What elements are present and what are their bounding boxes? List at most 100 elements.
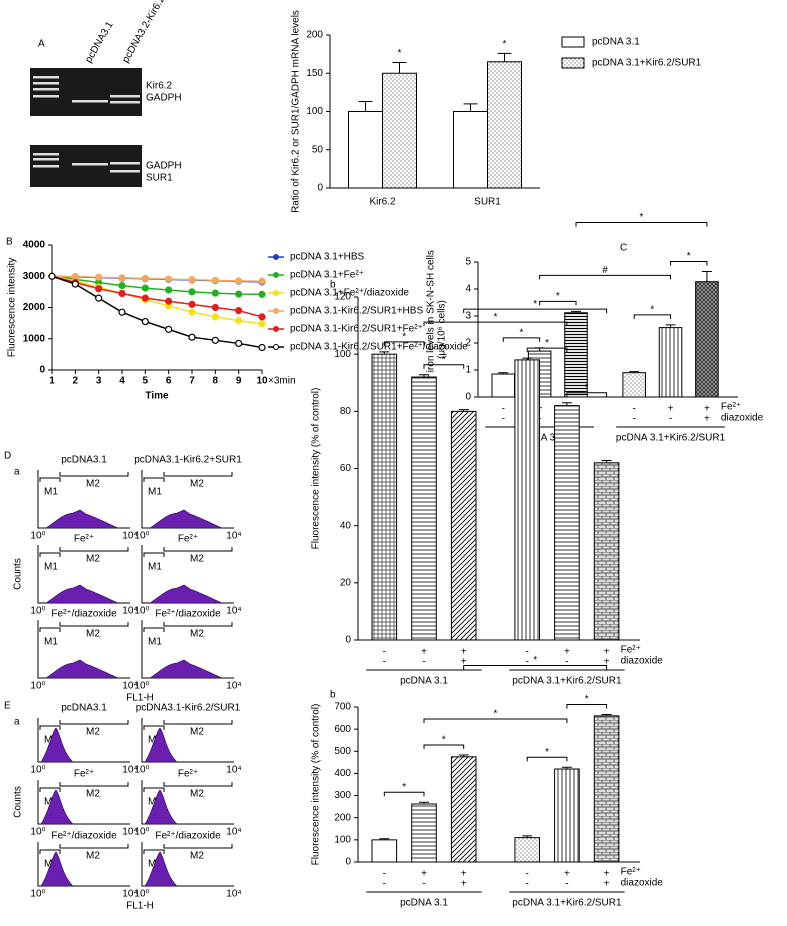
gate-m1 [143,725,165,730]
y-tick-label: 700 [334,702,351,713]
condition-label: Fe²⁺ [74,769,94,780]
condition-label: Fe²⁺/diazoxide [155,831,221,842]
condition-sign: + [604,869,610,880]
bar [450,410,477,641]
x-unit: ×3min [268,376,296,387]
axis [51,245,262,371]
y-tick-label: 2000 [23,302,46,313]
gate-m1 [39,725,61,730]
y-tick-label: 40 [340,520,352,531]
y-tick-label: 0 [465,392,471,403]
significance-bracket [633,314,672,319]
significance-bracket [423,364,465,369]
axis-min: 10⁰ [134,889,149,900]
gate-m1 [143,477,165,482]
gel-band [72,163,108,166]
condition-label: Fe²⁺/diazoxide [155,609,221,620]
histogram [45,584,119,604]
condition-sign: - [565,657,568,668]
panel-letter: b [330,690,336,701]
legend-label: pcDNA 3.1+HBS [290,252,365,263]
gel-band [110,162,140,165]
y-tick-label: 3 [465,311,471,322]
condition-sign: - [422,657,425,668]
legend-marker [273,308,279,314]
marker [211,289,219,297]
axis-min: 10⁰ [30,606,45,617]
marker [118,282,126,290]
histogram [40,851,74,887]
column-label: pcDNA3.1-Kir6.2+SUR1 [134,455,242,466]
significance-bracket [566,704,608,709]
condition-sign: - [565,879,568,890]
error-bar [419,801,430,804]
axis-max: 10⁴ [122,765,137,776]
histogram [149,584,223,604]
panel-letter: C [620,243,627,254]
histogram-axes [141,780,234,825]
marker [95,273,103,281]
error-bar [419,374,430,378]
annotation: * [545,338,549,349]
bar [371,353,398,641]
bar [593,462,620,641]
bar [371,839,398,863]
condition-sign: - [633,414,636,425]
bar [514,359,541,641]
histogram-axes [37,780,130,825]
y-tick-label: 4 [465,284,471,295]
axis-min: 10⁰ [134,681,149,692]
axis-max: 10⁴ [122,889,137,900]
condition-sign: + [668,404,674,415]
error-bar [561,402,572,406]
annotation: * [533,299,537,310]
gate-m2 [163,547,233,552]
annotation: * [503,39,507,50]
condition-sign: + [704,404,710,415]
x-tick-label: 4 [119,376,125,387]
marker [188,276,196,284]
condition-label: Fe²⁺/diazoxide [51,609,117,620]
y-tick-label: 120 [334,292,351,303]
gate-label: M2 [86,851,100,862]
y-tick-label: 5 [465,257,471,268]
condition-sign: - [422,879,425,890]
bar [514,837,541,863]
y-axis-label: Fluorescence intensity [7,258,18,358]
axis-min: 10⁰ [30,681,45,692]
condition-sign: - [383,869,386,880]
marker [118,274,126,282]
marker [71,280,79,288]
marker [48,272,56,280]
annotation: * [402,332,406,343]
annotation: * [494,312,498,323]
histogram-axes [37,842,130,887]
y-tick-label: 3000 [23,271,46,282]
legend-label: pcDNA 3.1-Kir6.2/SUR1+HBS [290,306,423,317]
gel-band [110,170,140,173]
gate-label: M2 [86,479,100,490]
gate-label: M2 [190,851,204,862]
significance-bracket [463,665,608,670]
x-axis-label: FL1-H [126,901,154,912]
y-tick-label: 1 [465,365,471,376]
gate-label: M2 [190,789,204,800]
annotation: * [398,48,402,59]
condition-sign: - [383,657,386,668]
significance-bracket [526,347,568,353]
x-tick-label: Kir6.2 [369,197,396,208]
marker [211,276,219,284]
axis-min: 10⁰ [134,765,149,776]
gate-label: M1 [44,562,58,573]
axis-max: 10⁴ [226,765,241,776]
axis-min: 10⁰ [134,827,149,838]
y-axis-label: Ratio of Kir6.2 or SUR1/GADPH mRNA level… [291,10,302,213]
condition-label: diazoxide [621,878,664,889]
error-bar [497,52,512,62]
axis-min: 10⁰ [30,889,45,900]
significance-bracket [502,337,541,342]
gate-m1 [39,552,61,557]
histogram [144,727,178,763]
error-bar [561,766,572,769]
condition-sign: + [604,657,610,668]
